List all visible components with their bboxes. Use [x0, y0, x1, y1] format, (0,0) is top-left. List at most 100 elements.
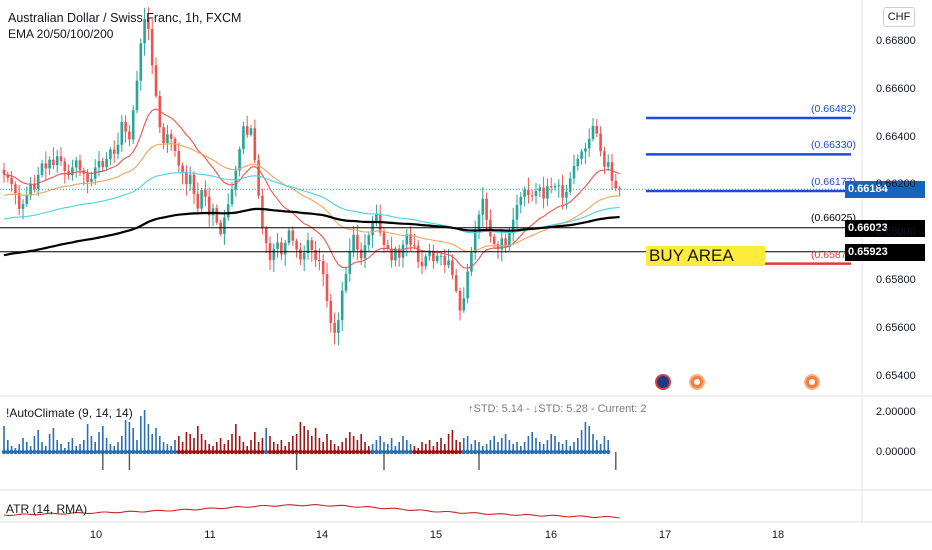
oscillator-dot	[256, 449, 261, 455]
oscillator-dot	[146, 449, 151, 455]
candle	[48, 159, 51, 169]
candle	[78, 160, 82, 171]
oscillator-dot	[393, 449, 398, 455]
candle	[128, 131, 131, 140]
candle	[603, 151, 606, 167]
oscillator-dot	[537, 449, 542, 455]
candle	[458, 290, 462, 311]
oscillator-dot	[241, 449, 246, 455]
oscillator-dot	[533, 449, 539, 455]
oscillator-dot	[359, 449, 364, 455]
oscillator-dot	[545, 449, 550, 455]
candle	[416, 245, 420, 262]
candle	[44, 163, 48, 169]
oscillator-dot	[446, 449, 451, 455]
ema-100-line	[3, 172, 620, 234]
oscillator-dot	[309, 449, 314, 455]
oscillator-dot	[480, 449, 485, 455]
oscillator-dot	[58, 449, 64, 455]
oscillator-dot	[484, 449, 489, 455]
candle	[67, 171, 70, 176]
oscillator-dot	[5, 449, 10, 455]
candle	[226, 204, 230, 218]
candle	[17, 193, 21, 209]
oscillator-dot	[260, 449, 265, 455]
oscillator-dot	[271, 449, 276, 455]
oscillator-dot	[583, 449, 588, 455]
candle	[109, 149, 112, 159]
oscillator-dot	[55, 449, 60, 455]
oscillator-dot	[397, 449, 402, 455]
oscillator-dot	[587, 449, 592, 455]
candle	[306, 240, 310, 254]
candle	[276, 242, 279, 249]
earnings-event-icon[interactable]	[689, 374, 705, 390]
oscillator-dot	[298, 449, 303, 455]
candle	[618, 188, 621, 190]
candle	[10, 177, 13, 185]
candle	[21, 204, 25, 209]
oscillator-dot	[134, 449, 140, 455]
candle	[215, 208, 219, 223]
oscillator-dot	[355, 449, 360, 455]
oscillator-dot	[195, 449, 200, 455]
candle	[302, 253, 306, 260]
oscillator-dot	[229, 449, 235, 455]
candle	[135, 80, 139, 111]
oscillator-dot	[104, 449, 109, 455]
candle	[211, 208, 215, 216]
oscillator-dot	[606, 449, 611, 455]
oscillator-dot	[203, 449, 208, 455]
oscillator-dot	[70, 449, 75, 455]
oscillator-dot	[324, 449, 330, 455]
oscillator-dot	[495, 449, 501, 455]
currency-button[interactable]: CHF	[883, 7, 915, 27]
oscillator-dot	[131, 449, 136, 455]
y-axis-tick-label: 0.65400	[876, 369, 916, 382]
oscillator-dot	[119, 449, 125, 455]
candle	[264, 228, 268, 244]
candle	[523, 189, 526, 197]
y-axis-tick-label: 0.66600	[876, 82, 916, 95]
candle	[25, 195, 29, 205]
candle	[204, 189, 207, 197]
candle	[340, 290, 344, 321]
ema-50-line	[3, 143, 620, 253]
candle	[295, 240, 298, 250]
oscillator-dot	[214, 449, 219, 455]
candle	[2, 169, 6, 175]
oscillator-dot	[366, 449, 371, 455]
candle	[154, 65, 158, 96]
level-label: (0.66330)	[811, 139, 856, 152]
oscillator-dot	[488, 449, 493, 455]
oscillator-dot	[507, 449, 512, 455]
price-tag: 0.66184	[845, 181, 925, 199]
candle	[348, 250, 352, 274]
candle	[6, 174, 10, 178]
oscillator-dot	[343, 449, 349, 455]
oscillator-dot	[427, 449, 432, 455]
oscillator-dot	[157, 449, 162, 455]
candle	[105, 158, 108, 168]
economic-event-australia-icon[interactable]	[655, 374, 671, 390]
oscillator-dot	[590, 449, 596, 455]
oscillator-dot	[370, 449, 375, 455]
oscillator-dot	[473, 449, 478, 455]
candle	[280, 242, 283, 255]
x-axis-tick-label: 14	[315, 529, 329, 541]
oscillator-dot	[74, 449, 79, 455]
candle	[473, 230, 477, 253]
oscillator-dot	[184, 449, 189, 455]
candle	[14, 184, 17, 194]
oscillator-dot	[347, 449, 352, 455]
candle	[143, 19, 146, 44]
candle	[55, 156, 59, 166]
candle	[504, 238, 507, 248]
candle	[185, 171, 188, 185]
oscillator-dot	[435, 449, 440, 455]
earnings-event-icon[interactable]	[804, 374, 820, 390]
candle	[238, 149, 241, 171]
oscillator-dot	[248, 449, 254, 455]
candle	[166, 134, 169, 144]
